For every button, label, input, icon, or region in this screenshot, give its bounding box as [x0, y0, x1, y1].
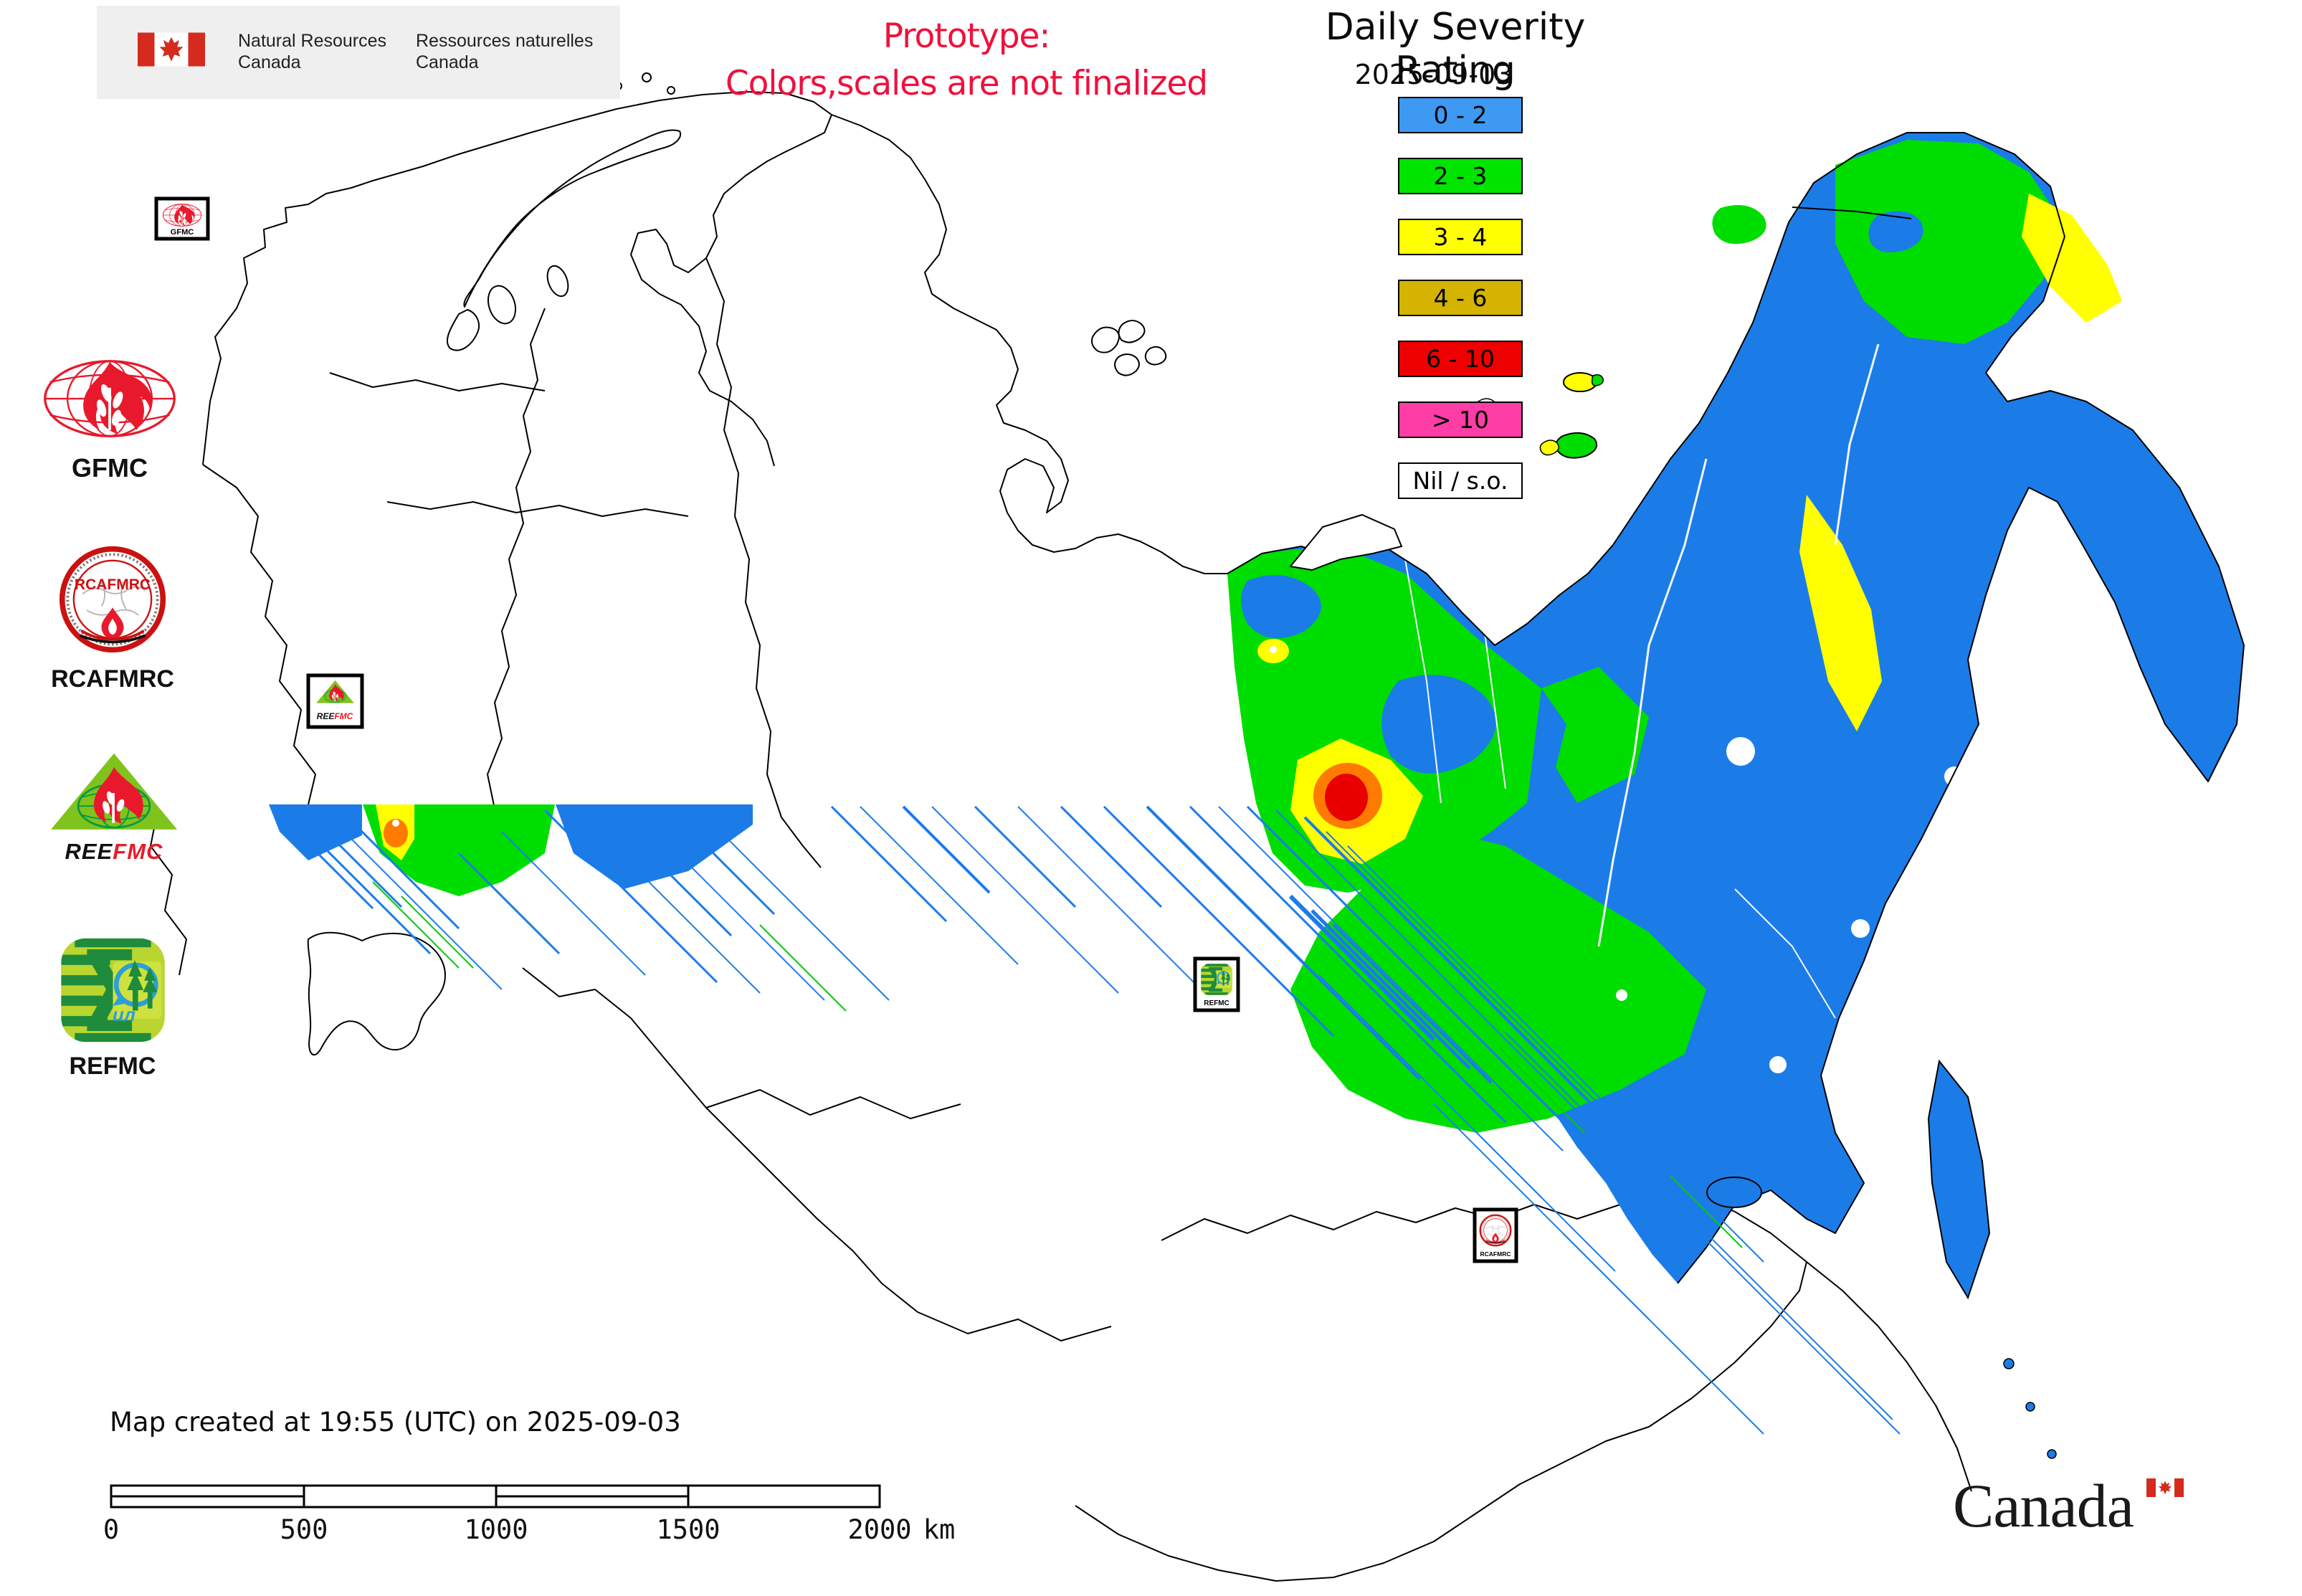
nrcan-en-line1: Natural Resources — [238, 31, 387, 51]
nrcan-name-french: Ressources naturelles Canada — [416, 30, 593, 73]
legend-item-gt10: > 10 — [1398, 402, 1523, 438]
legend-item-6-10: 6 - 10 — [1398, 341, 1523, 377]
nrcan-name-english: Natural Resources Canada — [238, 30, 386, 73]
scale-tick-1500: 1500 — [656, 1514, 720, 1545]
legend-label: 0 - 2 — [1433, 101, 1488, 129]
marker-reefmc-label-black: REE — [317, 711, 336, 721]
marker-reefmc[interactable]: REEFMC — [306, 673, 364, 729]
refmc-logo-inner: ил — [113, 1004, 135, 1025]
legend-item-4-6: 4 - 6 — [1398, 280, 1523, 316]
scale-tick-1000: 1000 — [464, 1514, 528, 1545]
legend-label: > 10 — [1431, 406, 1490, 434]
refmc-label: REFMC — [69, 1053, 156, 1080]
prototype-line1: Prototype: — [883, 16, 1051, 56]
marker-refmc[interactable]: REFMC — [1193, 956, 1240, 1012]
marker-rcafmrc[interactable]: RCAFMRC — [1473, 1207, 1518, 1263]
map-date: 2025-09-03 — [1354, 59, 1513, 90]
scale-tick-0: 0 — [103, 1514, 120, 1545]
severity-legend: 0 - 2 2 - 3 3 - 4 4 - 6 6 - 10 > 10 Nil … — [1398, 97, 1523, 523]
map-created-caption: Map created at 19:55 (UTC) on 2025-09-03 — [110, 1407, 681, 1438]
marker-gfmc-label: GFMC — [171, 228, 194, 237]
marker-rcafmrc-label: RCAFMRC — [1480, 1250, 1511, 1258]
scale-tick-500: 500 — [280, 1514, 328, 1545]
gfmc-label: GFMC — [72, 453, 148, 483]
canada-flag-icon — [138, 32, 205, 67]
reefmc-label: REEFMC — [42, 839, 186, 865]
legend-label: 2 - 3 — [1433, 162, 1488, 190]
scale-bar — [110, 1484, 881, 1509]
page-title: Daily Severity Rating — [1325, 6, 1586, 92]
refmc-logo: ил — [61, 939, 164, 1042]
severity-data-region — [1227, 132, 2245, 1459]
legend-label: 6 - 10 — [1426, 345, 1495, 373]
rcafmrc-label: RCAFMRC — [51, 665, 174, 693]
legend-label: 4 - 6 — [1433, 284, 1488, 312]
legend-item-3-4: 3 - 4 — [1398, 219, 1523, 255]
rcafmrc-logo-inner: RCAFMRC — [75, 576, 151, 593]
marker-gfmc[interactable]: GFMC — [154, 196, 210, 241]
canada-wordmark-text: Canada — [1953, 1471, 2134, 1540]
canada-wordmark-flag-icon — [2146, 1478, 2184, 1497]
legend-item-nil: Nil / s.o. — [1398, 462, 1523, 499]
marker-refmc-label: REFMC — [1204, 999, 1230, 1007]
reefmc-label-black: REE — [65, 839, 113, 864]
reefmc-label-red: FMC — [113, 839, 163, 864]
rcafmrc-logo: RCAFMRC — [62, 549, 163, 650]
marker-reefmc-label-red: FMC — [334, 711, 353, 721]
nrcan-fr-line2: Canada — [416, 52, 479, 72]
data-streaks — [269, 804, 1901, 1435]
canada-wordmark: Canada — [1953, 1470, 2254, 1556]
legend-label: Nil / s.o. — [1412, 467, 1508, 495]
reefmc-logo — [49, 752, 179, 831]
legend-label: 3 - 4 — [1433, 223, 1488, 251]
svg-text:REEFMC: REEFMC — [317, 711, 353, 721]
nrcan-fr-line1: Ressources naturelles — [416, 31, 594, 51]
prototype-warning: Prototype: Colors,scales are not finaliz… — [572, 13, 1361, 108]
gfmc-logo — [44, 360, 176, 437]
scale-unit: km — [923, 1514, 956, 1545]
prototype-line2: Colors,scales are not finalized — [725, 64, 1208, 103]
legend-item-2-3: 2 - 3 — [1398, 158, 1523, 194]
scale-tick-2000: 2000 — [847, 1514, 912, 1545]
nrcan-en-line2: Canada — [238, 52, 301, 72]
legend-item-0-2: 0 - 2 — [1398, 97, 1523, 133]
